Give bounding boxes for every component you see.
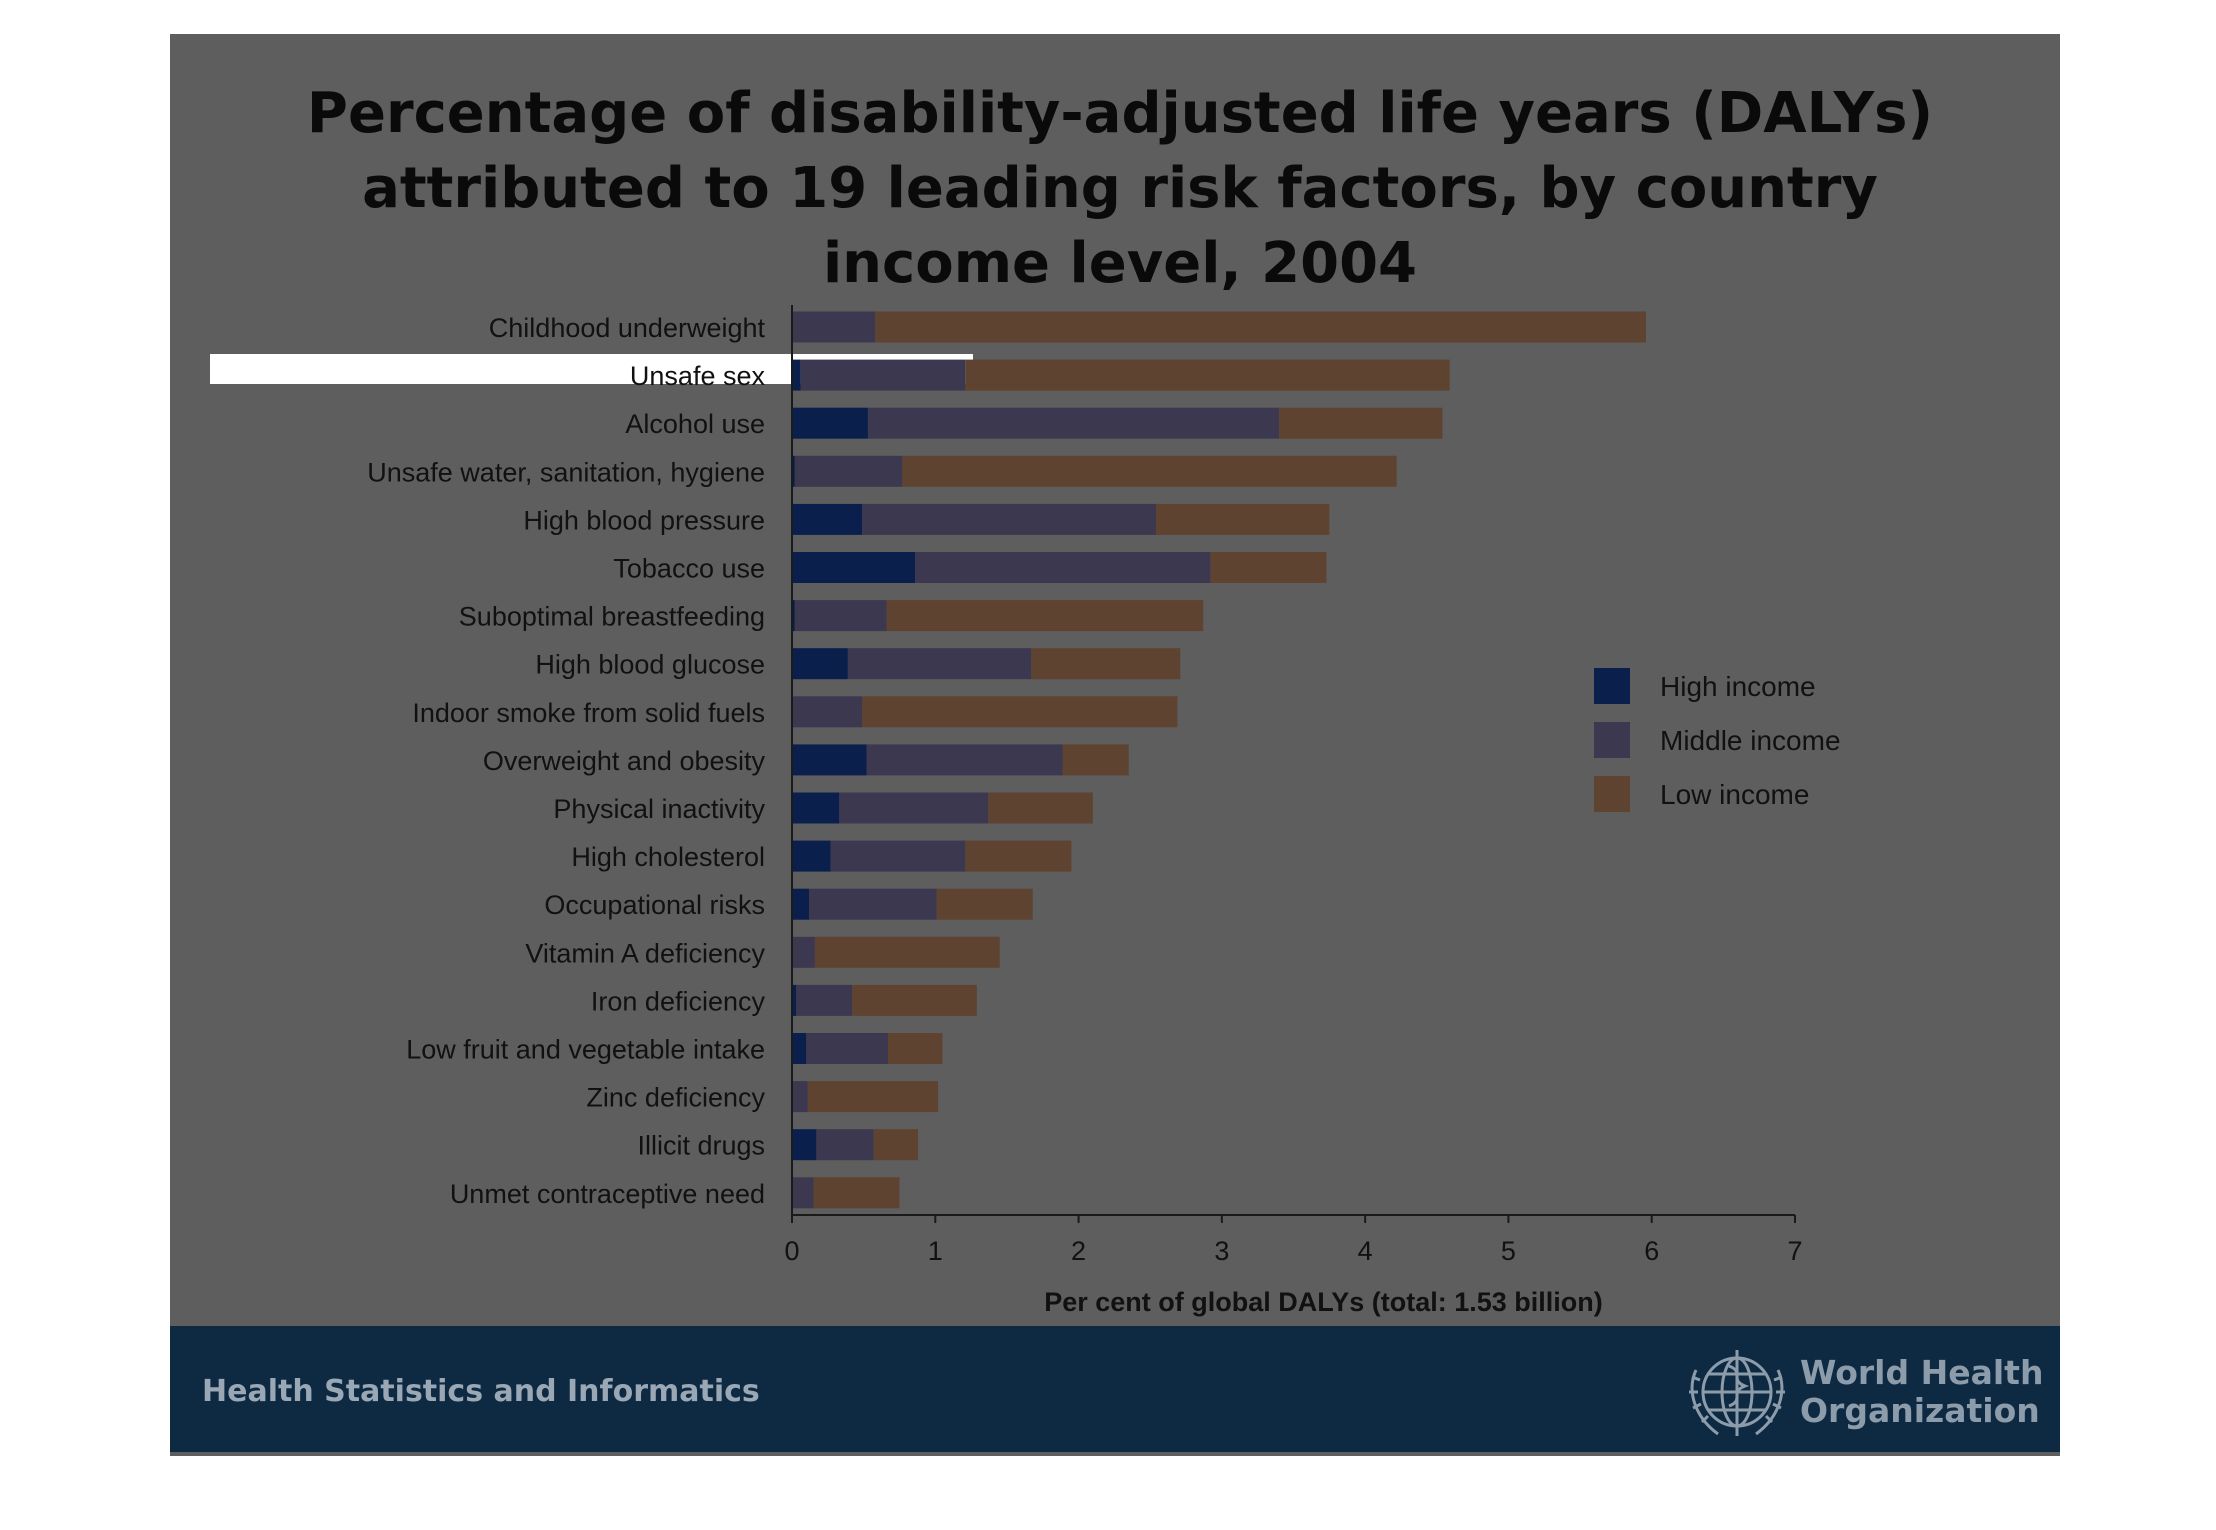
bar-segment-middle-income (839, 792, 989, 824)
category-label: Illicit drugs (637, 1131, 765, 1161)
bar-segment-low-income (814, 936, 1000, 968)
category-label: High blood pressure (523, 505, 765, 535)
bar-segment-middle-income (792, 936, 815, 968)
bar-segment-high-income (792, 359, 801, 391)
legend-swatch-middle-income (1594, 722, 1630, 758)
bar-segment-middle-income (816, 1129, 874, 1161)
bar-segment-low-income (1210, 552, 1327, 583)
footer-department-text: Health Statistics and Informatics (202, 1374, 760, 1409)
x-tick-label: 2 (1071, 1236, 1086, 1266)
bar-segment-middle-income (806, 1033, 889, 1064)
bar-segment-middle-income (809, 888, 937, 920)
legend-label-low-income: Low income (1660, 779, 1809, 810)
bar-segment-high-income (792, 648, 848, 680)
bar-segment-low-income (875, 311, 1646, 343)
category-label: High blood glucose (535, 650, 765, 680)
bar-segment-middle-income (796, 984, 853, 1016)
bar-segment-middle-income (800, 359, 966, 391)
bar-segment-middle-income (915, 552, 1211, 583)
category-label: Indoor smoke from solid fuels (412, 698, 765, 728)
x-tick-label: 4 (1358, 1236, 1373, 1266)
bar-segment-high-income (792, 888, 810, 920)
who-emblem-icon (1689, 1350, 1785, 1436)
bar-segment-low-income (965, 840, 1072, 872)
bar-segment-high-income (792, 792, 840, 824)
legend-label-middle-income: Middle income (1660, 725, 1841, 756)
bar-segment-high-income (792, 744, 867, 776)
x-tick-label: 3 (1214, 1236, 1229, 1266)
bar-segment-low-income (902, 455, 1397, 487)
bar-segment-high-income (792, 552, 916, 583)
category-label: Unsafe sex (630, 361, 766, 391)
category-label: Unsafe water, sanitation, hygiene (367, 457, 765, 487)
x-tick-label: 0 (784, 1236, 799, 1266)
category-label: Childhood underweight (489, 313, 766, 343)
organization-name-line1: World Health (1800, 1353, 2044, 1392)
bar-segment-low-income (886, 600, 1204, 632)
bar-segment-middle-income (792, 1081, 808, 1113)
bar-segment-low-income (1062, 744, 1129, 776)
x-tick-label: 6 (1644, 1236, 1659, 1266)
category-label: Low fruit and vegetable intake (406, 1035, 765, 1065)
bar-segment-low-income (936, 888, 1033, 920)
bar-segment-middle-income (792, 696, 863, 728)
bar-segment-low-income (1155, 503, 1330, 535)
category-label: High cholesterol (571, 842, 765, 872)
bar-segment-middle-income (867, 407, 1280, 439)
bar-segment-low-income (807, 1081, 939, 1113)
bar-segment-high-income (792, 840, 831, 872)
category-label: Iron deficiency (591, 986, 766, 1016)
bar-segment-low-income (1279, 407, 1443, 439)
bar-segment-middle-income (792, 311, 876, 343)
bar-segment-high-income (792, 407, 868, 439)
legend-label-high-income: High income (1660, 671, 1816, 702)
bar-segment-middle-income (847, 648, 1032, 680)
category-label: Vitamin A deficiency (525, 938, 765, 968)
x-tick-label: 5 (1501, 1236, 1516, 1266)
chart-title: Percentage of disability-adjusted life y… (306, 81, 1934, 296)
bar-segment-high-income (792, 455, 795, 487)
x-tick-label: 7 (1787, 1236, 1802, 1266)
legend-swatch-high-income (1594, 668, 1630, 704)
bar-segment-middle-income (830, 840, 966, 872)
category-label: Occupational risks (544, 890, 765, 920)
bar-segment-middle-income (866, 744, 1063, 776)
bar-segment-low-income (888, 1033, 943, 1064)
footer-bar: Health Statistics and Informatics World … (170, 1326, 2060, 1452)
bar-segment-low-income (873, 1129, 919, 1161)
bar-segment-low-income (988, 792, 1093, 824)
category-label: Unmet contraceptive need (450, 1179, 765, 1209)
bar-segment-high-income (792, 984, 797, 1016)
category-label: Zinc deficiency (586, 1083, 765, 1113)
bar-segment-low-income (813, 1177, 900, 1209)
bar-segment-middle-income (792, 1177, 814, 1209)
organization-name: World Health Organization (1800, 1354, 2043, 1430)
category-label: Alcohol use (625, 409, 765, 439)
bar-segment-high-income (792, 1033, 807, 1064)
bar-segment-high-income (792, 1129, 817, 1161)
bar-segment-middle-income (794, 455, 903, 487)
category-label: Tobacco use (613, 554, 765, 584)
category-label: Suboptimal breastfeeding (459, 602, 765, 632)
organization-name-line2: Organization (1800, 1391, 2040, 1430)
category-label: Physical inactivity (553, 794, 765, 824)
legend-swatch-low-income (1594, 776, 1630, 812)
bar-segment-high-income (792, 503, 863, 535)
category-label: Overweight and obesity (483, 746, 766, 776)
bar-segment-middle-income (794, 600, 887, 632)
bar-segment-high-income (792, 600, 795, 632)
bar-segment-low-income (862, 696, 1178, 728)
bar-segment-low-income (965, 359, 1450, 391)
x-axis-label: Per cent of global DALYs (total: 1.53 bi… (1044, 1287, 1603, 1317)
bar-segment-low-income (852, 984, 977, 1016)
x-tick-label: 1 (928, 1236, 943, 1266)
bar-segment-low-income (1031, 648, 1181, 680)
bar-segment-middle-income (862, 503, 1156, 535)
